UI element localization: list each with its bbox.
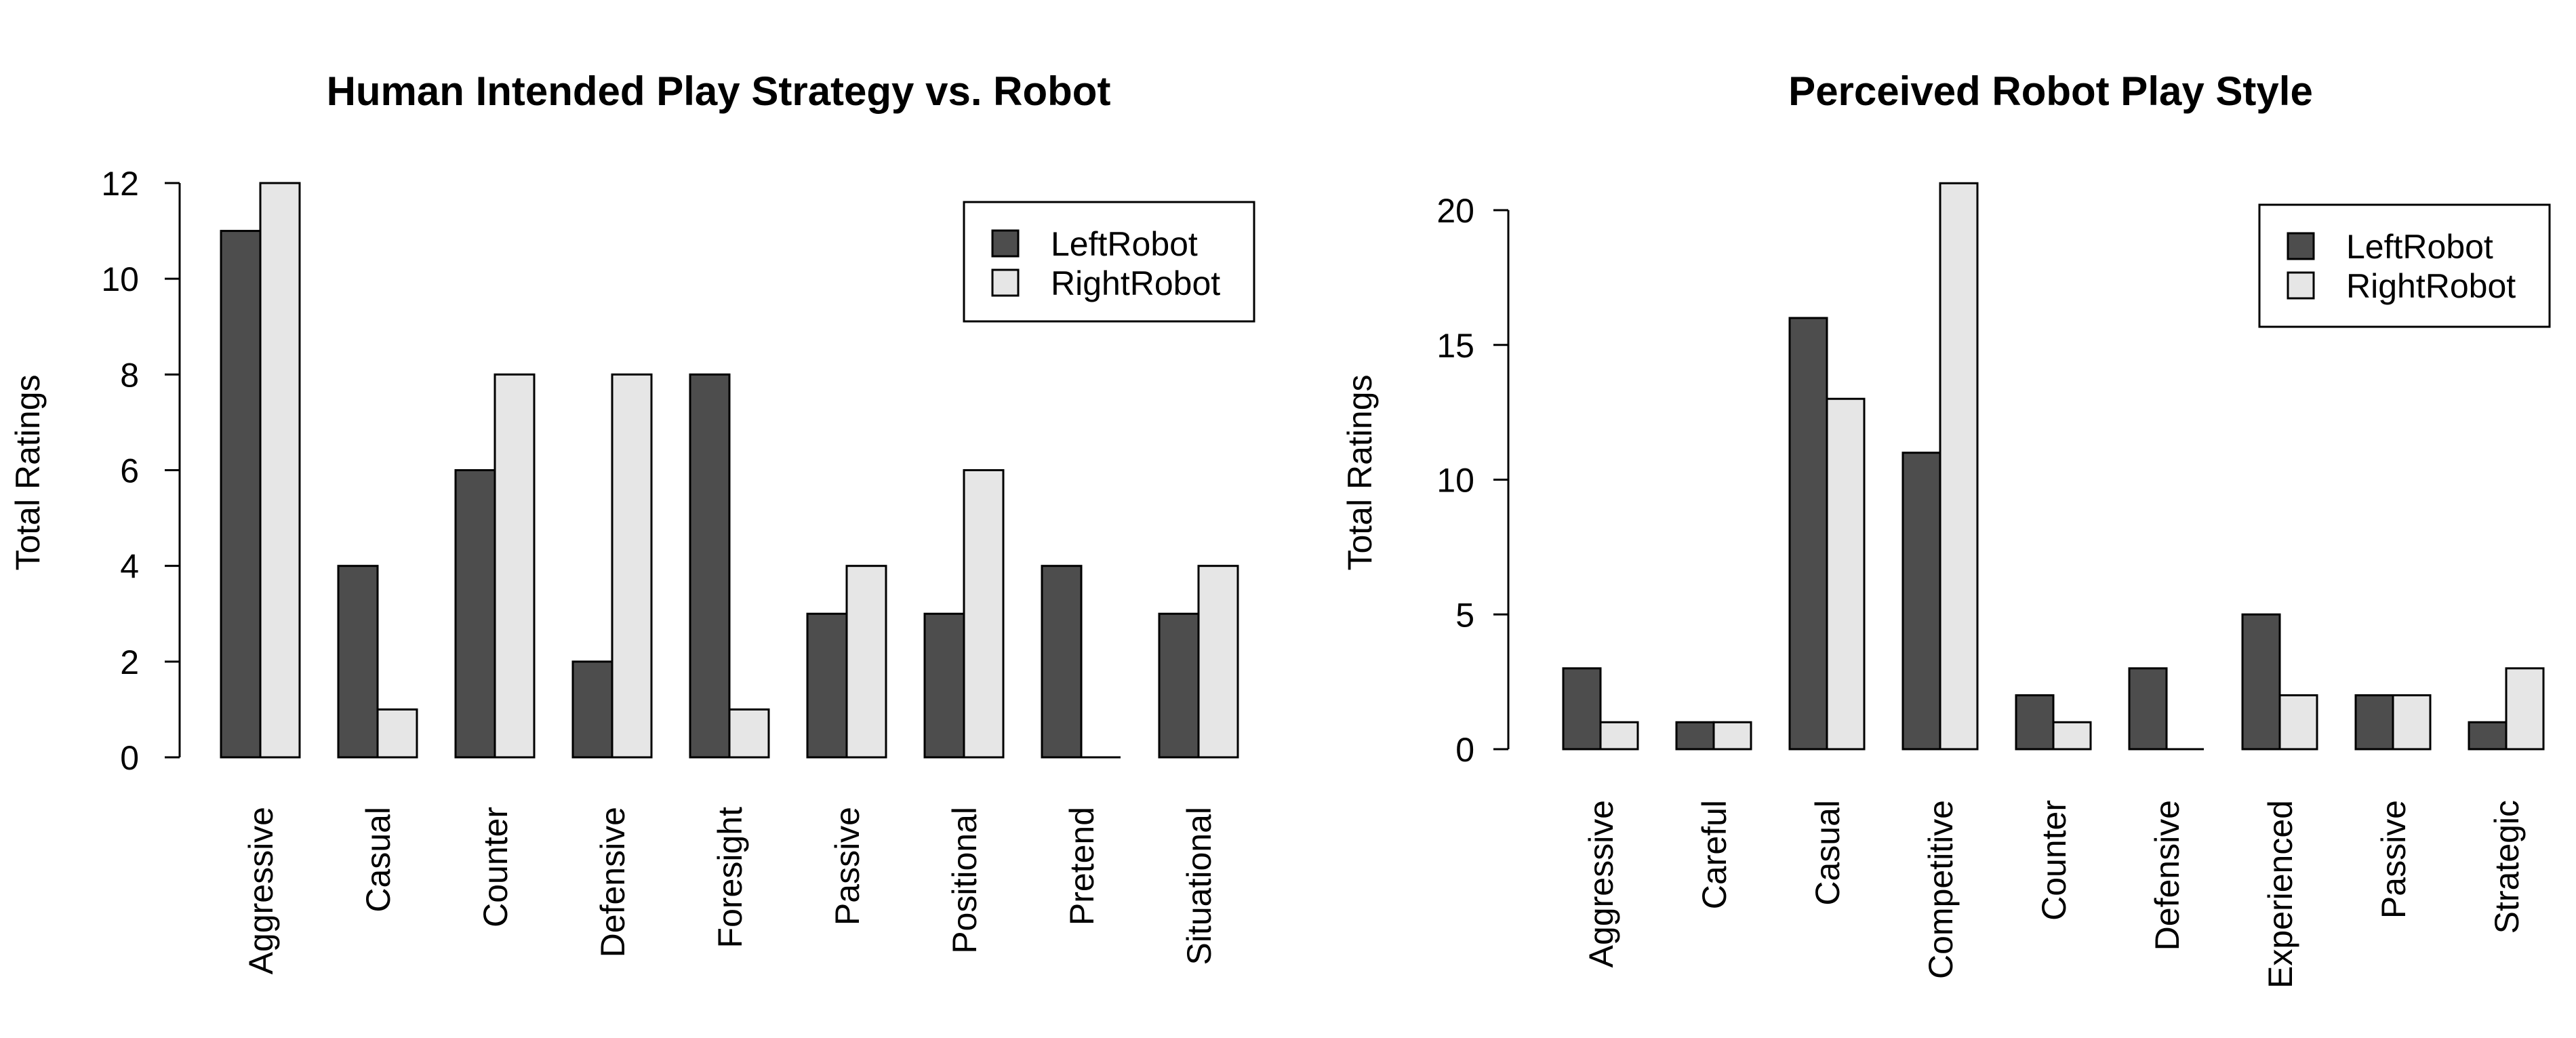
chart-title: Human Intended Play Strategy vs. Robot — [327, 68, 1111, 114]
bar-leftrobot-experienced — [2241, 613, 2281, 751]
x-tick-label: Positional — [946, 807, 984, 954]
bar-leftrobot-counter — [454, 469, 496, 759]
bar-rightrobot-counter — [494, 373, 536, 759]
y-tick-label: 10 — [1436, 462, 1474, 500]
y-tick-label: 5 — [1455, 596, 1474, 634]
bar-rightrobot-strategic — [2505, 667, 2545, 751]
bar-rightrobot-competitive — [1939, 182, 1979, 751]
chart-human-intended-strategy: Human Intended Play Strategy vs. Robot T… — [9, 68, 1255, 974]
bar-rightrobot-casual — [1826, 397, 1866, 751]
bar-leftrobot-competitive — [1901, 452, 1941, 751]
y-tick-label: 12 — [101, 165, 139, 203]
x-tick-label: Foresight — [711, 807, 749, 949]
bar-rightrobot-counter — [2052, 721, 2092, 751]
y-axis-label: Total Ratings — [9, 374, 47, 570]
x-tick-label: Competitive — [1922, 800, 1960, 979]
legend-swatch-rightrobot — [991, 268, 1020, 297]
legend-label-leftrobot: LeftRobot — [1051, 225, 1198, 263]
bar-leftrobot-passive — [806, 612, 848, 759]
x-tick-label: Situational — [1180, 807, 1218, 965]
bar-leftrobot-careful — [1675, 721, 1715, 751]
legend-label-rightrobot: RightRobot — [1051, 264, 1220, 302]
bar-rightrobot-passive — [845, 565, 887, 759]
x-tick-label: Experienced — [2261, 800, 2299, 989]
x-tick-label: Passive — [2375, 800, 2413, 919]
x-tick-label: Aggressive — [242, 807, 280, 974]
x-tick-label: Counter — [2035, 800, 2073, 921]
legend-box — [963, 201, 1255, 323]
y-tick-label: 8 — [120, 356, 139, 394]
x-tick-label: Casual — [1809, 800, 1847, 906]
x-tick-label: Careful — [1695, 800, 1733, 909]
legend-swatch-rightrobot — [2287, 271, 2315, 300]
bar-rightrobot-foresight — [728, 708, 770, 759]
bar-leftrobot-counter — [2015, 694, 2055, 751]
x-tick-label: Passive — [828, 807, 866, 925]
y-tick-label: 20 — [1436, 192, 1474, 230]
legend-box — [2258, 203, 2551, 328]
y-tick-label: 4 — [120, 548, 139, 586]
bar-rightrobot-situational — [1197, 565, 1239, 759]
x-tick-label: Casual — [359, 807, 397, 913]
bar-rightrobot-casual — [376, 708, 418, 759]
bar-rightrobot-aggressive — [259, 182, 301, 759]
bar-rightrobot-defensive — [611, 373, 653, 759]
x-tick-label: Defensive — [594, 807, 632, 957]
bar-leftrobot-pretend — [1041, 565, 1083, 759]
bar-rightrobot-careful — [1712, 721, 1752, 751]
bar-leftrobot-casual — [1788, 317, 1828, 751]
x-tick-label: Pretend — [1063, 807, 1101, 925]
bar-leftrobot-casual — [337, 565, 379, 759]
bar-leftrobot-strategic — [2468, 721, 2508, 751]
y-tick-label: 0 — [1455, 731, 1474, 769]
x-tick-label: Strategic — [2488, 800, 2526, 934]
bar-leftrobot-situational — [1158, 612, 1200, 759]
bar-leftrobot-defensive — [571, 660, 613, 759]
bar-leftrobot-aggressive — [220, 230, 262, 759]
bar-leftrobot-positional — [923, 612, 965, 759]
y-tick-label: 15 — [1436, 327, 1474, 365]
bar-rightrobot-positional — [963, 469, 1005, 759]
legend-swatch-leftrobot — [991, 229, 1020, 258]
bar-rightrobot-passive — [2392, 694, 2432, 751]
legend-swatch-leftrobot — [2287, 232, 2315, 260]
x-tick-label: Aggressive — [1582, 800, 1620, 967]
bar-leftrobot-aggressive — [1562, 667, 1602, 751]
bar-rightrobot-experienced — [2278, 694, 2318, 751]
bar-rightrobot-aggressive — [1599, 721, 1639, 751]
legend-label-rightrobot: RightRobot — [2346, 267, 2516, 305]
bar-leftrobot-foresight — [689, 373, 731, 759]
y-tick-label: 2 — [120, 643, 139, 681]
bar-leftrobot-passive — [2354, 694, 2394, 751]
y-axis-label: Total Ratings — [1341, 374, 1379, 570]
legend-label-leftrobot: LeftRobot — [2346, 228, 2493, 266]
y-tick-label: 10 — [101, 260, 139, 298]
x-tick-label: Counter — [477, 807, 515, 927]
x-tick-label: Defensive — [2148, 800, 2186, 951]
bar-leftrobot-defensive — [2128, 667, 2168, 751]
y-tick-label: 0 — [120, 739, 139, 777]
chart-perceived-play-style: Perceived Robot Play Style Total Ratings… — [1341, 68, 2551, 989]
chart-title: Perceived Robot Play Style — [1788, 68, 2313, 114]
y-tick-label: 6 — [120, 452, 139, 490]
